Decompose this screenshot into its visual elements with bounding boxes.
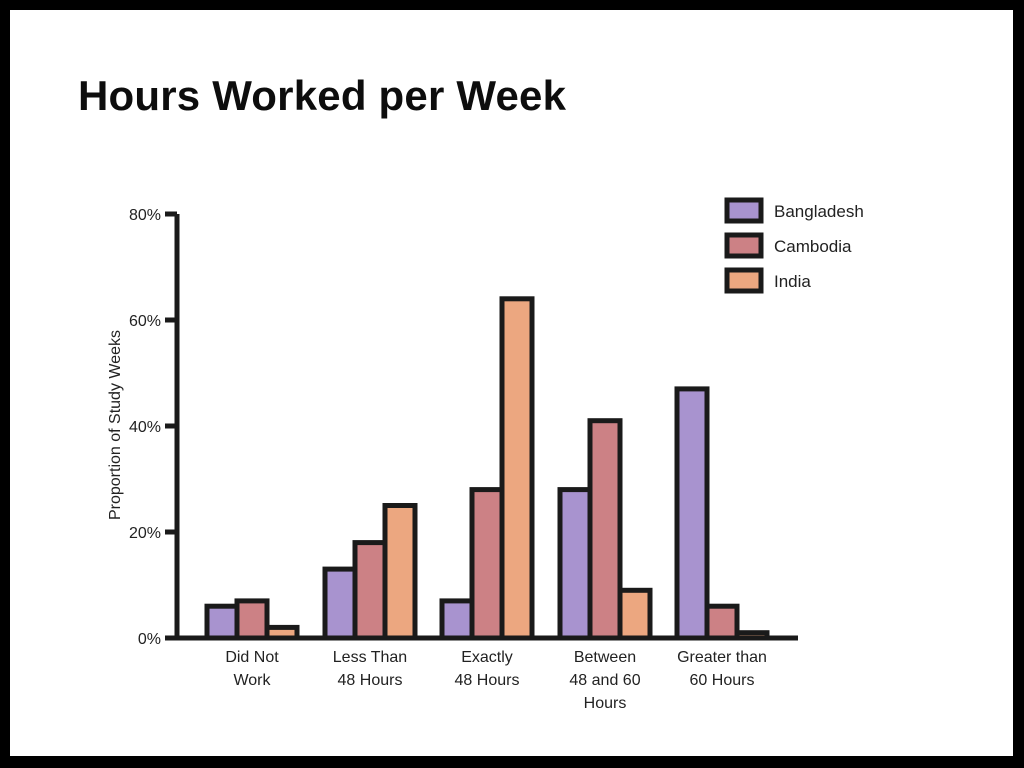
y-tick-label: 20% <box>129 525 161 542</box>
x-tick-label: Less Than 48 Hours <box>333 649 407 689</box>
x-tick-label: Did Not Work <box>225 649 279 689</box>
bar-india-3 <box>617 587 653 641</box>
bar-cambodia-2 <box>469 487 505 641</box>
bar-cambodia-3 <box>587 418 623 641</box>
y-axis-label: Proportion of Study Weeks <box>107 330 124 520</box>
y-tick-label: 40% <box>129 419 161 436</box>
chart-title: Hours Worked per Week <box>78 72 567 119</box>
x-tick-label: Exactly 48 Hours <box>455 649 520 689</box>
legend-label-india: India <box>774 272 811 291</box>
legend-label-bangladesh: Bangladesh <box>774 202 864 221</box>
bar-bangladesh-0 <box>204 603 240 641</box>
y-tick-label: 60% <box>129 313 161 330</box>
bar-chart: 0% 20% 40% 60% 80% Proportion of Study Weeks D… <box>107 197 864 712</box>
legend-swatch-cambodia <box>724 232 764 259</box>
x-tick-label: Greater than 60 Hours <box>677 649 767 689</box>
bar-bangladesh-1 <box>322 566 358 641</box>
legend-label-cambodia: Cambodia <box>774 237 852 256</box>
bar-cambodia-4 <box>704 603 740 641</box>
y-tick-label: 0% <box>138 631 161 648</box>
legend-swatch-bangladesh <box>724 197 764 224</box>
bar-cambodia-0 <box>234 598 270 641</box>
bar-india-1 <box>382 503 418 641</box>
legend-swatch-india <box>724 267 764 294</box>
bar-cambodia-1 <box>352 540 388 641</box>
bar-bangladesh-2 <box>439 598 475 641</box>
x-tick-label: Between 48 and 60 Hours <box>569 649 640 712</box>
slide: Hours Worked per Week 0% 20% 40% 60% 80% Prop… <box>10 10 1013 756</box>
bar-india-2 <box>499 296 535 641</box>
bar-bangladesh-3 <box>557 487 593 641</box>
bar-bangladesh-4 <box>674 386 710 641</box>
y-tick-label: 80% <box>129 207 161 224</box>
